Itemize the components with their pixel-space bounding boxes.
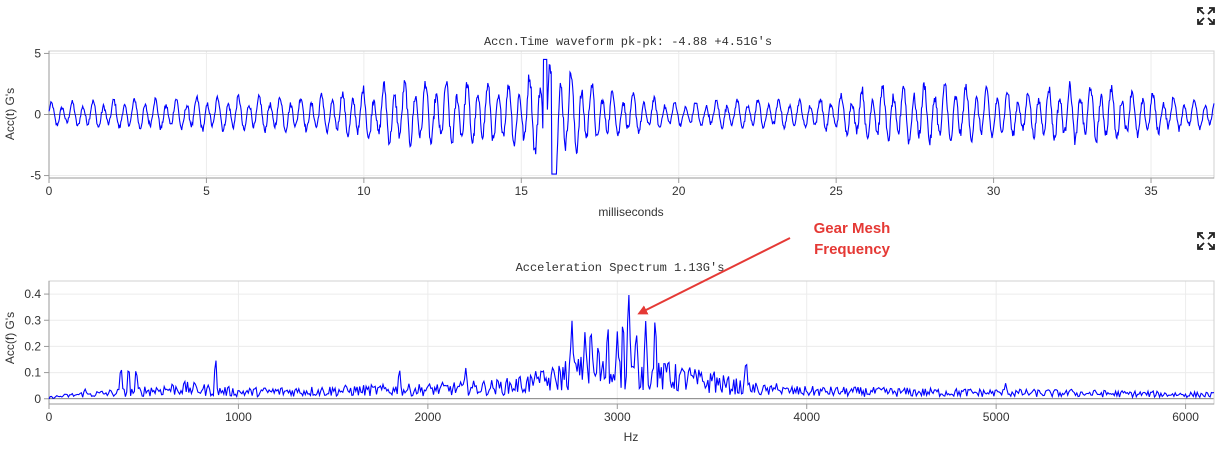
- spectrum-xtick-label: 1000: [225, 410, 252, 424]
- spectrum-ticks: 0 1000 2000 3000 4000 5000 6000 0 0.1 0.2 0.3 0.4: [24, 287, 1199, 424]
- waveform-ytick-label: 5: [34, 46, 41, 60]
- spectrum-grid: [48, 281, 1214, 404]
- spectrum-ytick-label: 0: [34, 392, 41, 406]
- waveform-xtick-label: 25: [829, 184, 843, 198]
- annotation-arrow: [637, 237, 791, 315]
- waveform-xtick-label: 10: [357, 184, 371, 198]
- waveform-series-line: [48, 58, 1215, 175]
- spectrum-xtick-label: 0: [46, 410, 53, 424]
- spectrum-chart: Acceleration Spectrum 1.13G's 0 1000 2000 3…: [3, 232, 1215, 444]
- waveform-ticks: 0 5 10 15 20 25 30 35 -5 0 5: [30, 46, 1158, 198]
- annotation-line-2: Frequency: [814, 241, 891, 258]
- spectrum-xlabel: Hz: [624, 430, 639, 444]
- annotation-line-1: Gear Mesh: [814, 220, 891, 237]
- waveform-xtick-label: 0: [46, 184, 53, 198]
- spectrum-ylabel: Acc(f) G's: [3, 312, 17, 364]
- waveform-title: Accn.Time waveform pk-pk: -4.88 +4.51G's: [484, 35, 772, 49]
- spectrum-ytick-label: 0.2: [24, 339, 41, 353]
- spectrum-title: Acceleration Spectrum 1.13G's: [516, 261, 725, 275]
- spectrum-xtick-label: 3000: [604, 410, 631, 424]
- waveform-ytick-label: -5: [30, 169, 41, 183]
- spectrum-ytick-label: 0.3: [24, 313, 41, 327]
- spectrum-xtick-label: 5000: [983, 410, 1010, 424]
- waveform-xtick-label: 30: [987, 184, 1001, 198]
- spectrum-ytick-label: 0.4: [24, 287, 41, 301]
- spectrum-expand-icon[interactable]: [1197, 232, 1215, 250]
- waveform-expand-icon[interactable]: [1197, 7, 1215, 25]
- spectrum-xtick-label: 4000: [793, 410, 820, 424]
- waveform-xtick-label: 15: [515, 184, 529, 198]
- spectrum-xtick-label: 6000: [1172, 410, 1199, 424]
- waveform-grid: [48, 51, 1214, 178]
- gear-mesh-annotation: Gear Mesh Frequency: [637, 220, 891, 315]
- waveform-xtick-label: 5: [203, 184, 210, 198]
- waveform-xtick-label: 20: [672, 184, 686, 198]
- spectrum-xtick-label: 2000: [415, 410, 442, 424]
- spectrum-ytick-label: 0.1: [24, 366, 41, 380]
- waveform-ytick-label: 0: [34, 108, 41, 122]
- waveform-xlabel: milliseconds: [598, 205, 663, 219]
- spectrum-plot-frame: [48, 280, 1215, 405]
- waveform-xtick-label: 35: [1144, 184, 1158, 198]
- waveform-chart: Accn.Time waveform pk-pk: -4.88 +4.51G's…: [3, 7, 1215, 219]
- waveform-ylabel: Acc(t) G's: [3, 88, 17, 140]
- spectrum-series-line: [48, 294, 1215, 400]
